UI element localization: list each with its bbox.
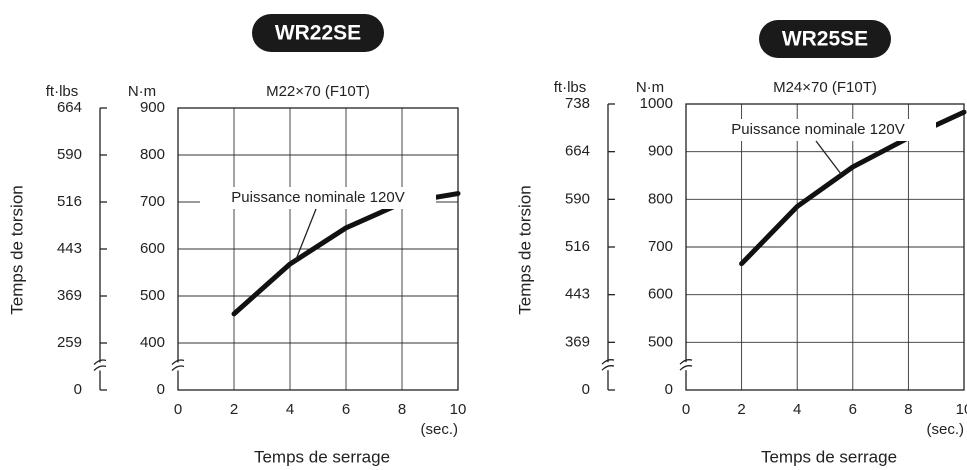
x-tick-label: 10 xyxy=(956,401,967,418)
y2-tick-label: 443 xyxy=(565,286,590,303)
y2-tick-label: 664 xyxy=(565,143,590,160)
y2-tick-label: 664 xyxy=(57,99,82,116)
y2-tick-label: 369 xyxy=(565,333,590,350)
y-tick-label: 700 xyxy=(648,238,673,255)
annotation-bg xyxy=(700,119,936,141)
y2-tick-label: 443 xyxy=(57,240,82,257)
x-axis-title: Temps de serrage xyxy=(254,447,390,466)
y-tick-label: 900 xyxy=(648,143,673,160)
axis-break xyxy=(679,359,693,371)
y2-tick-label: 516 xyxy=(565,238,590,255)
annotation-leader xyxy=(815,140,843,176)
y-tick-label: 1000 xyxy=(640,95,673,112)
annotation: Puissance nominale 120V xyxy=(731,121,904,138)
x-tick-label: 4 xyxy=(286,401,294,418)
subtitle: M22×70 (F10T) xyxy=(266,83,370,100)
title-badge xyxy=(759,20,891,58)
y2-tick-label: 590 xyxy=(57,146,82,163)
x-tick-label: 8 xyxy=(398,401,406,418)
y2-tick-label: 738 xyxy=(565,95,590,112)
annotation-leader xyxy=(294,208,317,261)
x-tick-label: 6 xyxy=(849,401,857,418)
y-tick-label: 500 xyxy=(648,333,673,350)
y-axis-title: Temps de torsion xyxy=(7,185,26,314)
y-tick-label: 700 xyxy=(140,193,165,210)
chart-title: WR22SE xyxy=(275,22,361,45)
axis-break xyxy=(601,359,615,371)
y2-tick-label: 516 xyxy=(57,193,82,210)
y2-unit: ft·lbs xyxy=(554,79,587,96)
y-unit: N·m xyxy=(128,83,156,100)
x-tick-label: 2 xyxy=(737,401,745,418)
y2-tick-label: 369 xyxy=(57,287,82,304)
plot-frame xyxy=(685,103,965,391)
y2-tick-label: 0 xyxy=(74,381,82,398)
y-tick-label: 0 xyxy=(665,381,673,398)
x-tick-label: 4 xyxy=(793,401,801,418)
y-tick-label: 900 xyxy=(140,99,165,116)
y-tick-label: 0 xyxy=(157,381,165,398)
y-tick-label: 400 xyxy=(140,334,165,351)
chart-title: WR25SE xyxy=(782,28,868,51)
x-unit: (sec.) xyxy=(421,421,459,438)
annotation-bg xyxy=(200,187,436,209)
x-tick-label: 0 xyxy=(174,401,182,418)
x-tick-label: 8 xyxy=(904,401,912,418)
x-tick-label: 2 xyxy=(230,401,238,418)
y-tick-label: 500 xyxy=(140,287,165,304)
subtitle: M24×70 (F10T) xyxy=(773,79,877,96)
y2-unit: ft·lbs xyxy=(46,83,79,100)
x-tick-label: 6 xyxy=(342,401,350,418)
y-tick-label: 800 xyxy=(648,190,673,207)
y-tick-label: 800 xyxy=(140,146,165,163)
x-tick-label: 10 xyxy=(450,401,467,418)
axis-break xyxy=(171,359,185,371)
title-badge xyxy=(252,14,384,52)
y-tick-label: 600 xyxy=(648,286,673,303)
y2-tick-label: 259 xyxy=(57,334,82,351)
axis-break xyxy=(93,359,107,371)
x-tick-label: 0 xyxy=(682,401,690,418)
y2-tick-label: 0 xyxy=(582,381,590,398)
y-unit: N·m xyxy=(636,79,664,96)
y-axis-title: Temps de torsion xyxy=(515,185,534,314)
plot-frame xyxy=(177,107,459,391)
x-unit: (sec.) xyxy=(927,421,965,438)
y-tick-label: 600 xyxy=(140,240,165,257)
x-axis-title: Temps de serrage xyxy=(761,447,897,466)
y2-tick-label: 590 xyxy=(565,190,590,207)
annotation: Puissance nominale 120V xyxy=(231,189,404,206)
